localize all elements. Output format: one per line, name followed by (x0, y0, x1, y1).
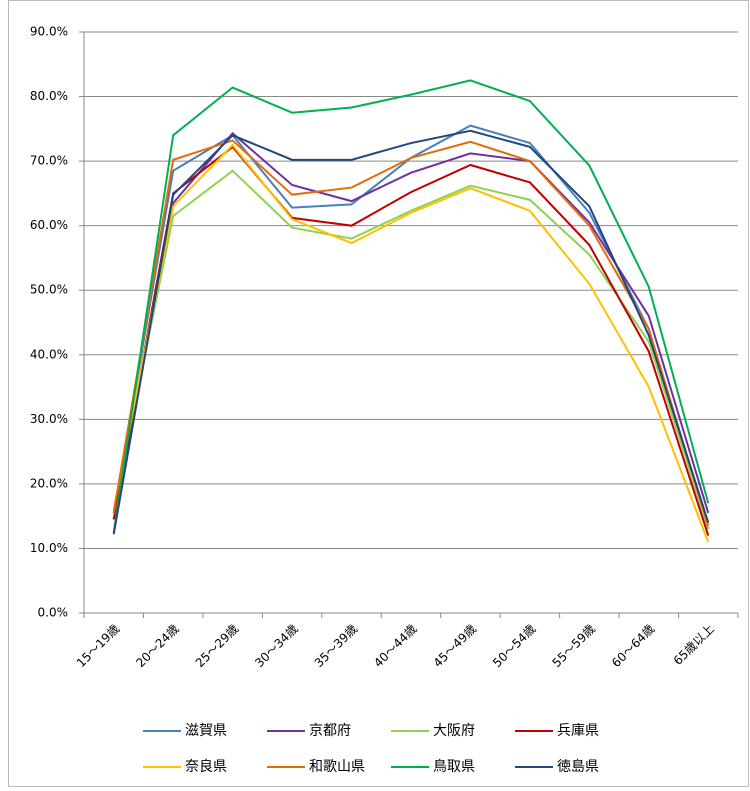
y-tick-label: 30.0% (30, 412, 68, 426)
series-line (112, 129, 710, 535)
y-tick-label: 70.0% (30, 154, 68, 168)
x-tick-label: 20～24歳 (133, 622, 181, 670)
x-tick-label: 35～39歳 (312, 622, 360, 670)
series-line (112, 124, 710, 530)
legend-label: 鳥取県 (433, 759, 475, 775)
legend-label: 大阪府 (433, 723, 475, 739)
x-tick-label: 45～49歳 (431, 622, 479, 670)
y-tick-label: 90.0% (30, 25, 68, 39)
x-tick-label: 25～29歳 (193, 622, 241, 670)
series-line (112, 169, 710, 530)
y-tick-label: 40.0% (30, 347, 68, 361)
series-line (112, 145, 710, 536)
legend-label: 和歌山県 (309, 759, 365, 775)
legend-label: 京都府 (309, 723, 351, 739)
x-tick-label: 55～59歳 (549, 622, 597, 670)
x-tick-label: 50～54歳 (490, 622, 538, 670)
y-tick-label: 80.0% (30, 89, 68, 103)
x-tick-label: 15～19歳 (74, 622, 122, 670)
y-tick-label: 10.0% (30, 541, 68, 555)
legend-label: 奈良県 (185, 759, 227, 775)
y-tick-label: 50.0% (30, 283, 68, 297)
series-line (112, 143, 710, 543)
y-tick-label: 0.0% (38, 606, 69, 620)
series-line (112, 139, 710, 527)
legend-label: 滋賀県 (185, 723, 227, 739)
legend-label: 兵庫県 (557, 722, 599, 739)
x-tick-label: 60～64歳 (609, 622, 657, 670)
y-tick-label: 60.0% (30, 218, 68, 232)
x-tick-label: 40～44歳 (371, 622, 419, 670)
y-tick-label: 20.0% (30, 476, 68, 490)
x-tick-label: 30～34歳 (252, 622, 300, 670)
legend-label: 徳島県 (557, 759, 599, 775)
x-tick-label: 65歳以上 (671, 622, 717, 668)
series-line (112, 131, 710, 520)
series-line (112, 79, 710, 533)
